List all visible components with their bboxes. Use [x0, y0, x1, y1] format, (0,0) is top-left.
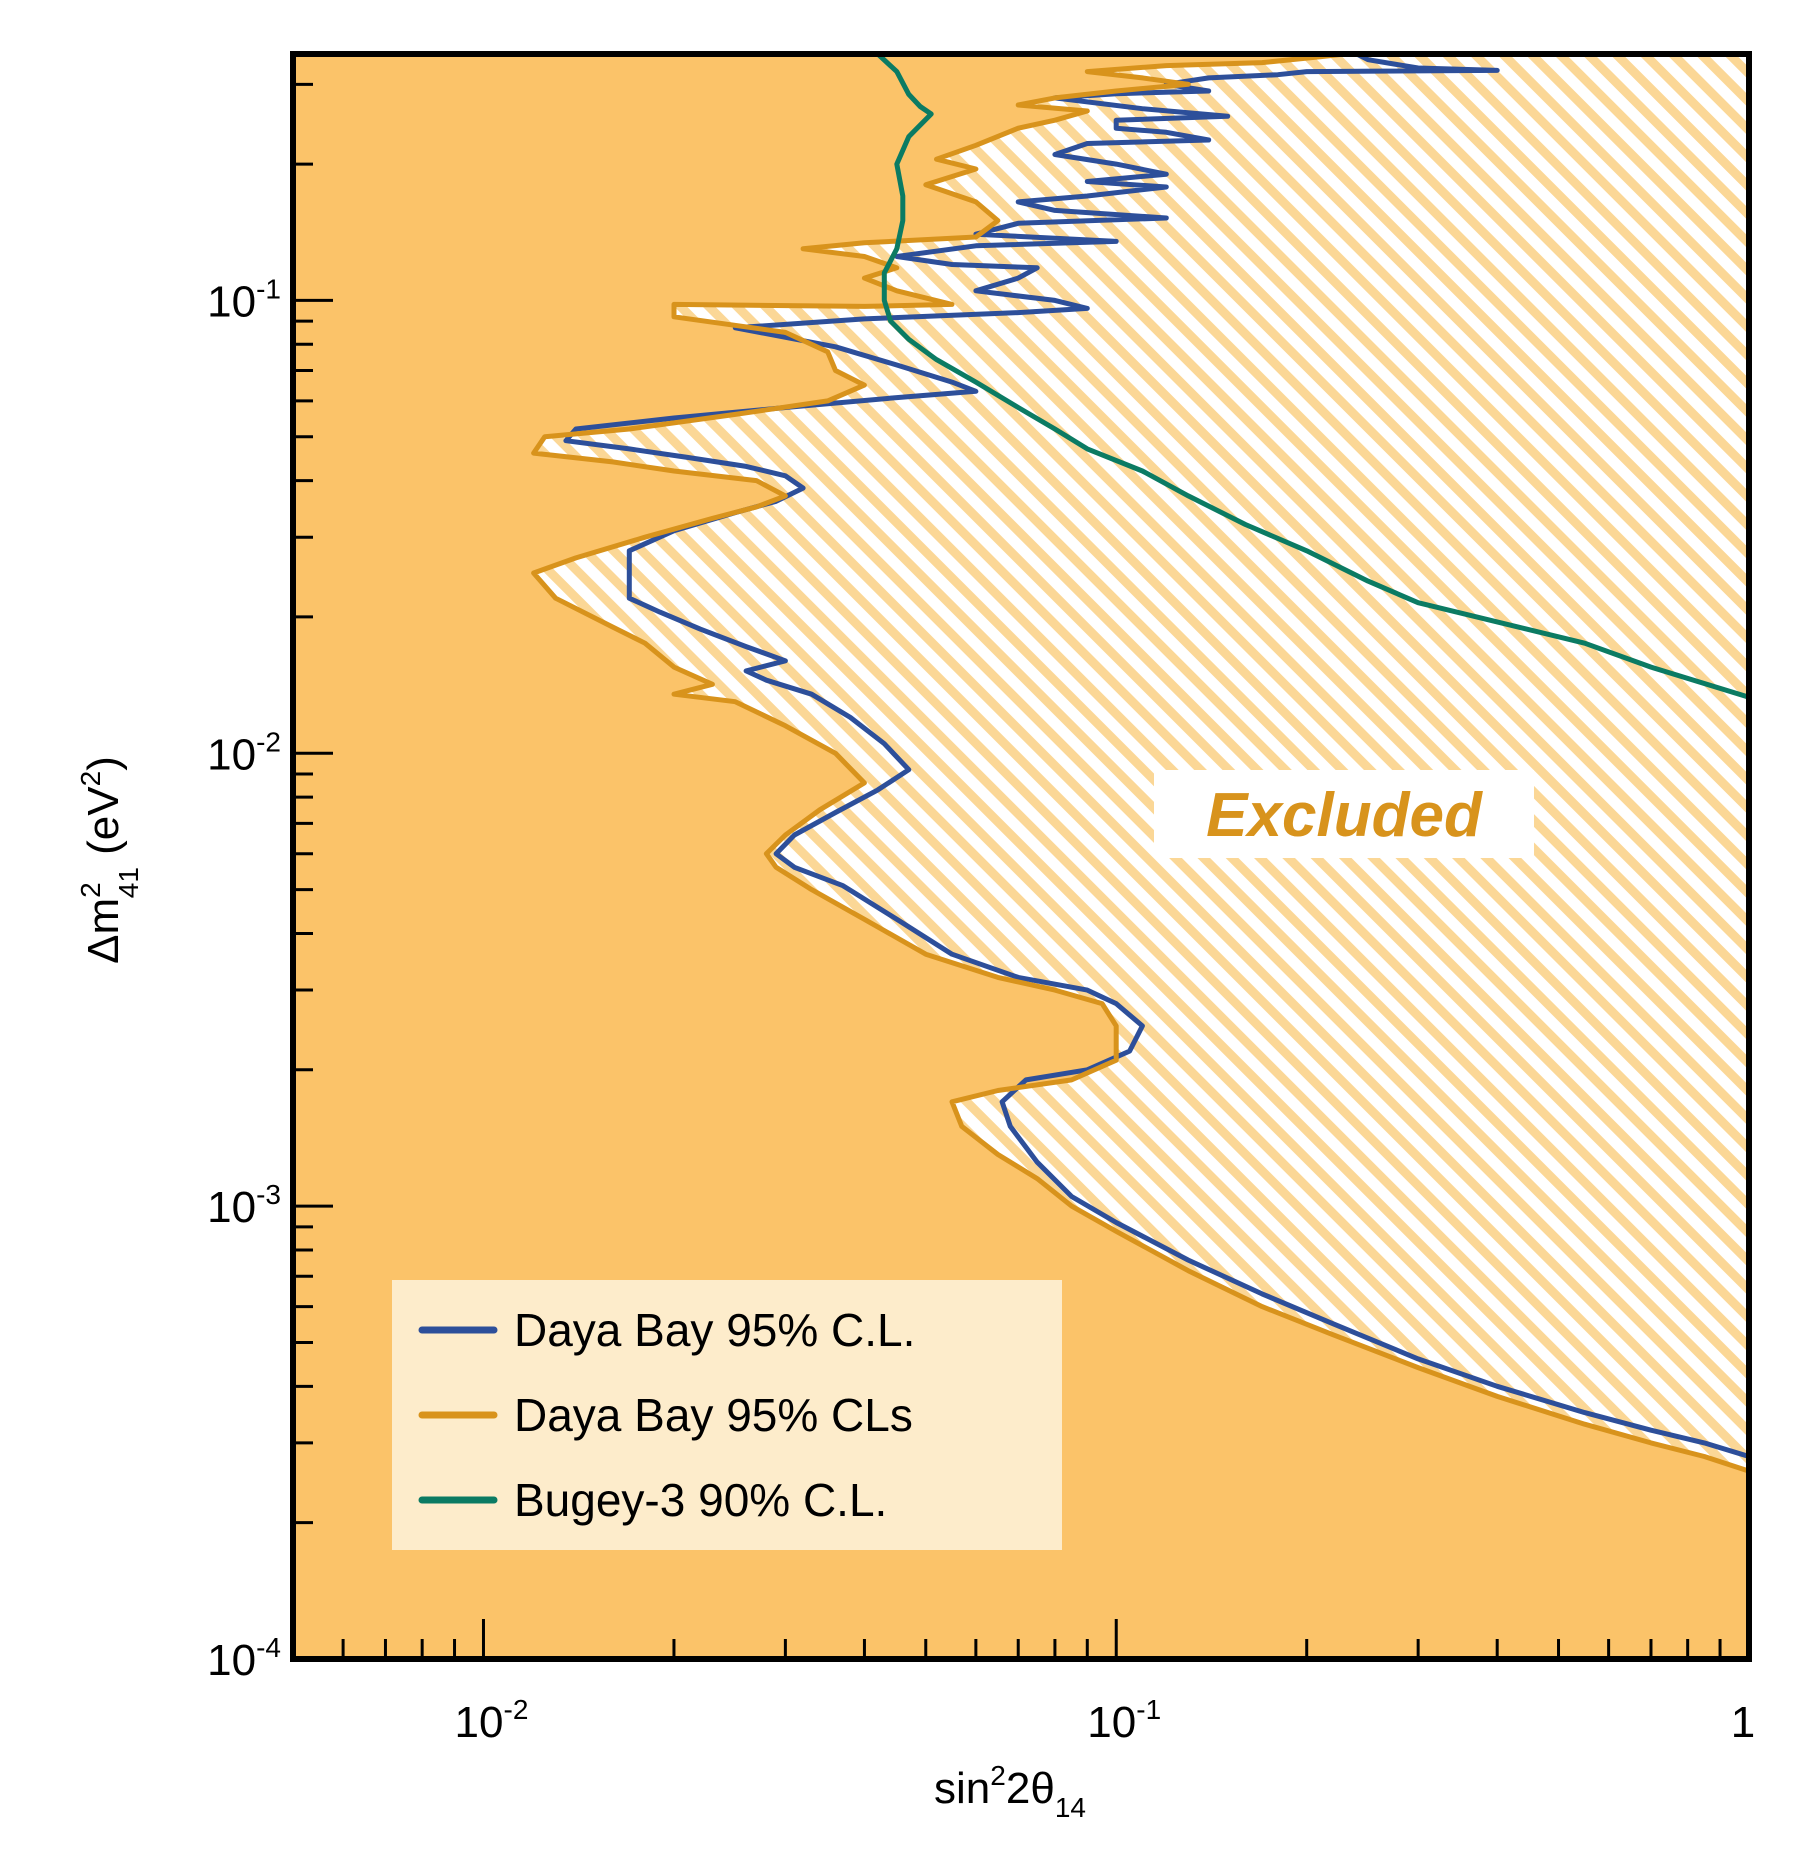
- series-lines: [531, 54, 1749, 1474]
- allowed-region-fill: [293, 54, 1749, 1659]
- y-tick-label: 10-1: [207, 273, 281, 326]
- y-tick-label: 10-3: [207, 1179, 281, 1232]
- legend-label: Bugey-3 90% C.L.: [514, 1474, 887, 1526]
- series-line-0: [563, 54, 1749, 1459]
- legend-box: [392, 1280, 1062, 1550]
- axis-tick-labels: 10-2 10-1 1 10-4 10-3 10-2 10-1: [207, 273, 1755, 1747]
- plot-frame: [290, 51, 1752, 1662]
- x-tick-label: 1: [1731, 1698, 1755, 1747]
- excluded-annotation: Excluded: [1154, 770, 1534, 858]
- axis-ticks: [291, 82, 1751, 1661]
- legend: Daya Bay 95% C.L. Daya Bay 95% CLs Bugey-3…: [392, 1280, 1062, 1550]
- series-line-1: [531, 54, 1749, 1474]
- x-tick-label: 10-2: [455, 1694, 529, 1747]
- x-axis-title: sin22θ14: [934, 1760, 1086, 1823]
- y-tick-label: 10-2: [207, 726, 281, 779]
- x-tick-label: 10-1: [1087, 1694, 1161, 1747]
- y-axis-title: Δm2 41 (eV2): [75, 756, 144, 964]
- y-tick-label: 10-4: [207, 1632, 281, 1685]
- excluded-label: Excluded: [1206, 781, 1483, 850]
- excluded-label-background: [1154, 770, 1534, 858]
- legend-label: Daya Bay 95% C.L.: [514, 1304, 915, 1356]
- legend-label: Daya Bay 95% CLs: [514, 1389, 913, 1441]
- series-line-2: [875, 54, 1749, 700]
